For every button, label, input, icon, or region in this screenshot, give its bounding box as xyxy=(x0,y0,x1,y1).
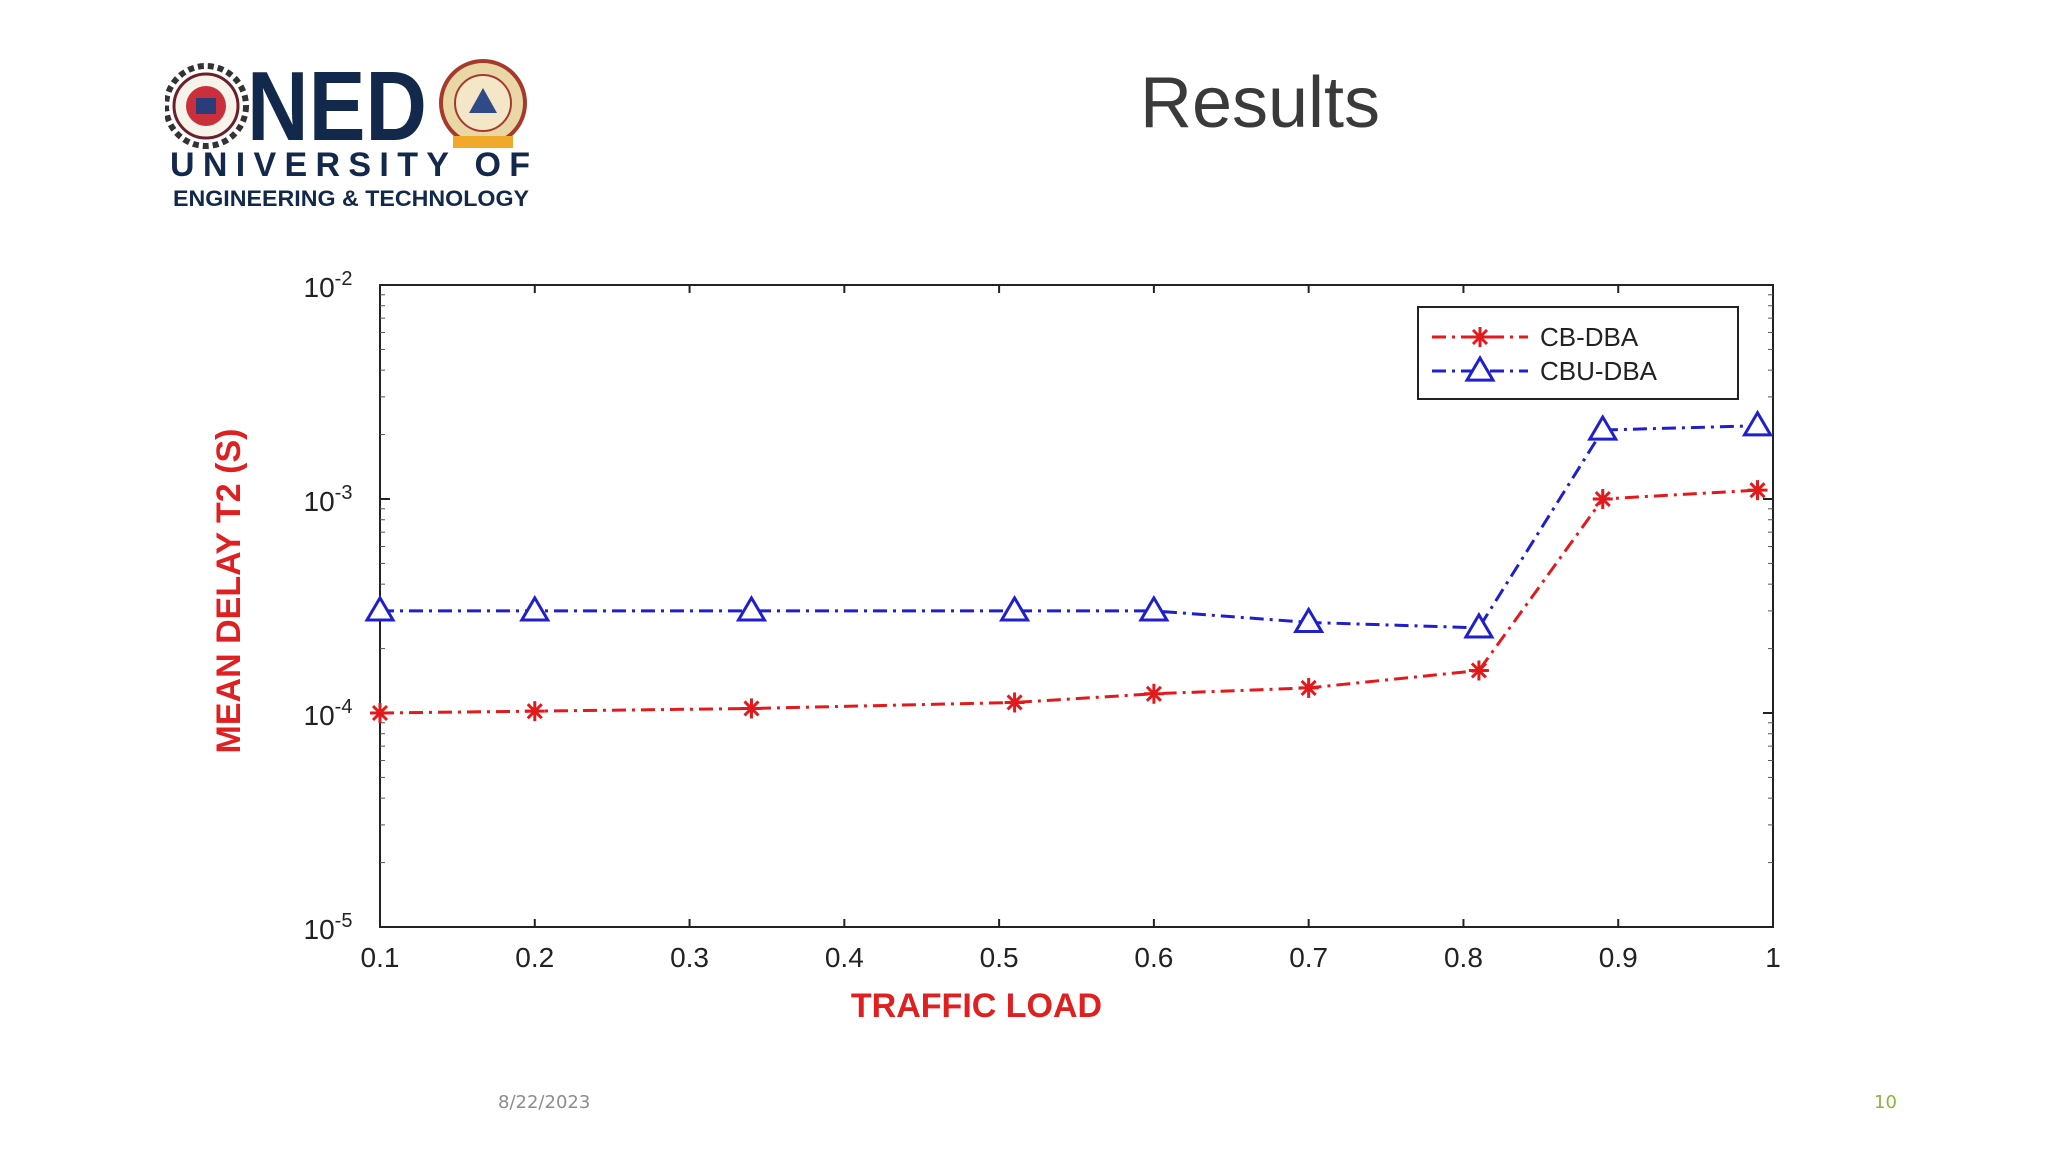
asterisk-stroke xyxy=(1300,679,1317,696)
data-point-cb-dba xyxy=(524,701,545,722)
data-point-cbu-dba xyxy=(1138,594,1170,622)
y-tick-label: 10-3 xyxy=(304,482,353,517)
gear-seal-icon xyxy=(165,63,249,149)
data-point-cb-dba xyxy=(1143,683,1164,704)
asterisk-stroke xyxy=(1594,490,1611,508)
y-tick-label: 10-4 xyxy=(304,696,353,731)
crest-icon xyxy=(439,59,527,148)
x-tick-label: 0.4 xyxy=(825,942,864,973)
data-point-cb-dba xyxy=(741,698,762,719)
logo-line1: UNIVERSITY OF xyxy=(170,146,530,184)
slide-title: Results xyxy=(1139,63,1381,143)
y-tick-label: 10-2 xyxy=(304,268,353,303)
logo-wordmark: NED xyxy=(247,58,427,161)
legend-label: CB-DBA xyxy=(1540,322,1639,352)
slide-page-number: 10 xyxy=(1874,1092,1897,1113)
slide-date: 8/22/2023 xyxy=(498,1092,591,1113)
data-point-cb-dba xyxy=(1004,692,1025,713)
legend: CB-DBA CBU-DBA xyxy=(1417,306,1739,400)
y-axis-title: MEAN DELAY T2 (S) xyxy=(210,429,248,754)
data-point-cbu-dba xyxy=(998,594,1031,622)
asterisk-stroke xyxy=(526,703,543,720)
university-logo: NED UNIVERSITY OF ENGINEERING & TECHNOLO… xyxy=(165,58,530,211)
data-point-cb-dba xyxy=(1592,489,1613,509)
asterisk-stroke xyxy=(371,704,389,722)
x-tick-label: 0.5 xyxy=(980,942,1019,973)
data-point-cb-dba xyxy=(1747,480,1768,501)
data-point-cbu-dba xyxy=(1463,611,1495,639)
data-point-cbu-dba xyxy=(735,594,768,622)
legend-box xyxy=(1417,306,1739,400)
asterisk-stroke xyxy=(1470,662,1487,679)
x-tick-label: 0.3 xyxy=(670,942,709,973)
data-point-cbu-dba xyxy=(1741,409,1774,437)
asterisk-stroke xyxy=(743,700,760,717)
legend-label: CBU-DBA xyxy=(1540,356,1658,386)
logo-line2: ENGINEERING & TECHNOLOGY xyxy=(173,186,529,211)
legend-marker xyxy=(1470,327,1490,347)
x-tick-label: 0.1 xyxy=(361,942,400,973)
x-tick-label: 0.7 xyxy=(1289,942,1328,973)
delay-chart: 0.1 0.2 0.3 0.4 0.5 0.6 0.7 0.8 0.9 1 10-5 10-4 10-3… xyxy=(210,268,1781,1025)
y-tick-label: 10-5 xyxy=(304,910,353,945)
x-tick-label: 1 xyxy=(1765,942,1781,973)
series-line-cbu-dba xyxy=(380,424,1758,630)
x-tick-label: 0.2 xyxy=(515,942,554,973)
data-point-cbu-dba xyxy=(1587,414,1619,441)
data-point-cbu-dba xyxy=(519,594,551,622)
x-tick-label: 0.8 xyxy=(1444,942,1483,973)
asterisk-stroke xyxy=(1145,685,1162,702)
asterisk-stroke xyxy=(1749,482,1766,499)
data-point-cb-dba xyxy=(370,703,390,723)
legend-marker xyxy=(1464,355,1496,382)
data-point-cb-dba xyxy=(1298,677,1319,698)
data-point-cb-dba xyxy=(1468,660,1489,681)
asterisk-stroke xyxy=(1471,328,1489,346)
x-tick-label: 0.9 xyxy=(1599,942,1638,973)
x-axis-title: TRAFFIC LOAD xyxy=(851,987,1102,1025)
data-point-cbu-dba xyxy=(1293,606,1325,634)
data-point-cbu-dba xyxy=(364,594,396,622)
asterisk-stroke xyxy=(1006,694,1023,711)
x-tick-label: 0.6 xyxy=(1134,942,1173,973)
